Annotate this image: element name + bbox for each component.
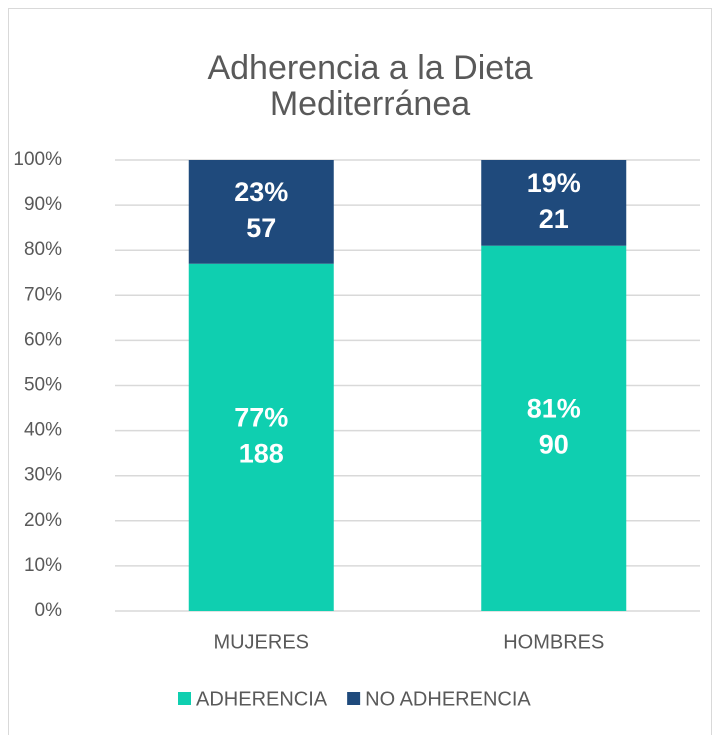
y-tick-label: 0% xyxy=(35,600,63,621)
legend-swatch xyxy=(178,692,191,705)
data-label: 81% xyxy=(527,393,581,423)
count-label: 21 xyxy=(539,204,569,234)
y-tick-label: 20% xyxy=(24,510,62,531)
x-tick-label: MUJERES xyxy=(213,631,309,653)
data-label: 19% xyxy=(527,168,581,198)
bar-segment xyxy=(188,263,334,611)
bar-segment xyxy=(481,160,627,246)
data-label: 23% xyxy=(234,177,288,207)
bar-segment xyxy=(188,160,334,264)
y-tick-label: 30% xyxy=(24,465,62,486)
count-label: 57 xyxy=(246,213,276,243)
x-tick-label: HOMBRES xyxy=(503,631,604,653)
y-tick-label: 100% xyxy=(13,149,62,170)
count-label: 188 xyxy=(239,438,284,468)
legend-label: NO ADHERENCIA xyxy=(365,688,531,710)
y-tick-label: 40% xyxy=(24,420,62,441)
y-tick-label: 80% xyxy=(24,239,62,260)
y-tick-label: 70% xyxy=(24,284,62,305)
legend-swatch xyxy=(347,692,361,705)
bar-segment xyxy=(481,245,627,611)
count-label: 90 xyxy=(539,429,569,459)
y-tick-label: 10% xyxy=(24,555,62,576)
y-tick-label: 90% xyxy=(24,194,62,215)
chart-title: Adherencia a la Dieta Mediterránea xyxy=(207,49,532,123)
y-tick-label: 50% xyxy=(24,375,62,396)
data-label: 77% xyxy=(234,402,288,432)
legend-label: ADHERENCIA xyxy=(196,688,328,710)
y-tick-label: 60% xyxy=(24,329,62,350)
